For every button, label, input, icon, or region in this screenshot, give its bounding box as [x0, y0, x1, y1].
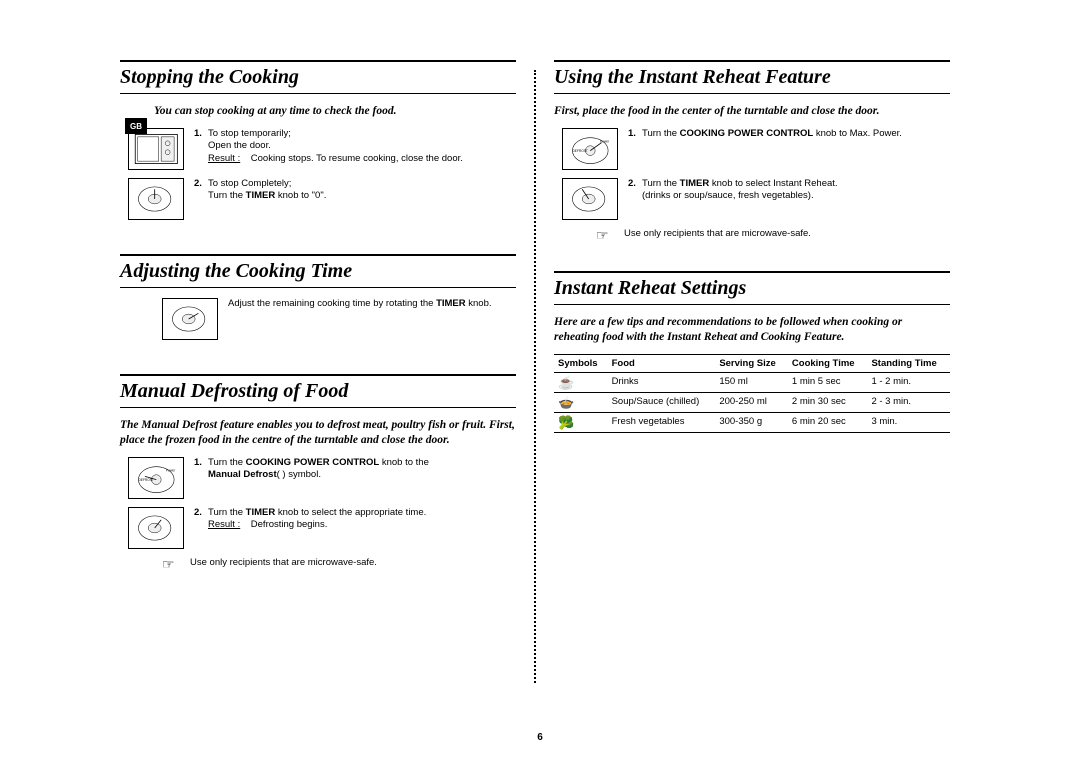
cell-food: Soup/Sauce (chilled): [608, 392, 716, 412]
symbol-icon: ☕: [554, 372, 608, 392]
table-row: 🥦 Fresh vegetables 300-350 g 6 min 20 se…: [554, 412, 950, 432]
pointing-hand-icon: ☞: [596, 228, 614, 245]
section-title-reheat: Using the Instant Reheat Feature: [554, 60, 950, 94]
cell-serving: 200-250 ml: [715, 392, 788, 412]
step-text: 1. Turn the COOKING POWER CONTROL knob t…: [628, 128, 950, 141]
step-row: 2. Turn the TIMER knob to select the app…: [120, 507, 516, 549]
table-row: ☕ Drinks 150 ml 1 min 5 sec 1 - 2 min.: [554, 372, 950, 392]
cell-cooking: 6 min 20 sec: [788, 412, 868, 432]
col-symbols: Symbols: [554, 354, 608, 372]
step-text: 2. Turn the TIMER knob to select Instant…: [628, 178, 950, 204]
step-text-line: To stop Completely;: [208, 178, 291, 189]
table-row: 🍲 Soup/Sauce (chilled) 200-250 ml 2 min …: [554, 392, 950, 412]
note-text: Use only recipients that are microwave-s…: [624, 228, 811, 241]
intro-defrost: The Manual Defrost feature enables you t…: [120, 418, 516, 449]
step-row: DEFROST Power 1. Turn the COOKING POWER C…: [554, 128, 950, 170]
col-food: Food: [608, 354, 716, 372]
left-column: Stopping the Cooking You can stop cookin…: [120, 60, 516, 743]
step-text: 1. To stop temporarily; Open the door. R…: [194, 128, 516, 166]
step-text: 1. Turn the COOKING POWER CONTROL knob t…: [194, 457, 516, 483]
svg-text:Power: Power: [166, 468, 176, 472]
step-number: 2.: [194, 178, 208, 204]
cell-standing: 2 - 3 min.: [867, 392, 950, 412]
intro-stopping: You can stop cooking at any time to chec…: [120, 104, 516, 120]
cell-cooking: 1 min 5 sec: [788, 372, 868, 392]
note-row: ☞ Use only recipients that are microwave…: [554, 228, 950, 245]
step-row: 2. To stop Completely; Turn the TIMER kn…: [120, 178, 516, 220]
svg-text:Power: Power: [600, 139, 610, 143]
result-text: Defrosting begins.: [251, 519, 328, 530]
symbol-icon: 🥦: [554, 412, 608, 432]
right-column: Using the Instant Reheat Feature First, …: [554, 60, 950, 743]
step-text: 2. Turn the TIMER knob to select the app…: [194, 507, 516, 533]
cell-standing: 1 - 2 min.: [867, 372, 950, 392]
reheat-settings-table: Symbols Food Serving Size Cooking Time S…: [554, 354, 950, 433]
timer-dial-illustration: [128, 507, 184, 549]
col-standing: Standing Time: [867, 354, 950, 372]
country-badge: GB: [125, 118, 147, 134]
cell-serving: 150 ml: [715, 372, 788, 392]
step-number: 1.: [628, 128, 642, 141]
step-row: 2. Turn the TIMER knob to select Instant…: [554, 178, 950, 220]
step-row: 1. To stop temporarily; Open the door. R…: [120, 128, 516, 170]
timer-dial-illustration: [128, 178, 184, 220]
svg-text:DEFROST: DEFROST: [572, 149, 587, 153]
section-title-adjusting: Adjusting the Cooking Time: [120, 254, 516, 288]
step-text-line: To stop temporarily;: [208, 128, 291, 139]
section-title-stopping: Stopping the Cooking: [120, 60, 516, 94]
col-serving: Serving Size: [715, 354, 788, 372]
cell-food: Drinks: [608, 372, 716, 392]
pointing-hand-icon: ☞: [162, 557, 180, 574]
section-title-settings: Instant Reheat Settings: [554, 271, 950, 305]
timer-dial-illustration: [162, 298, 218, 340]
power-dial-illustration: DEFROST Power: [562, 128, 618, 170]
note-text: Use only recipients that are microwave-s…: [190, 557, 377, 570]
timer-dial-illustration: [562, 178, 618, 220]
column-divider: [534, 70, 536, 683]
intro-settings: Here are a few tips and recommendations …: [554, 315, 950, 346]
step-number: 2.: [194, 507, 208, 533]
result-text: Cooking stops. To resume cooking, close …: [251, 153, 463, 164]
col-cooking: Cooking Time: [788, 354, 868, 372]
svg-text:DEFROST: DEFROST: [138, 478, 153, 482]
step-number: 1.: [194, 128, 208, 166]
result-label: Result :: [208, 153, 240, 164]
power-dial-illustration: DEFROST Power: [128, 457, 184, 499]
step-row: Adjust the remaining cooking time by rot…: [120, 298, 516, 340]
symbol-icon: 🍲: [554, 392, 608, 412]
result-label: Result :: [208, 519, 240, 530]
step-number: 1.: [194, 457, 208, 483]
step-text: 2. To stop Completely; Turn the TIMER kn…: [194, 178, 516, 204]
step-number: 2.: [628, 178, 642, 204]
cell-serving: 300-350 g: [715, 412, 788, 432]
cell-cooking: 2 min 30 sec: [788, 392, 868, 412]
intro-reheat: First, place the food in the center of t…: [554, 104, 950, 120]
note-row: ☞ Use only recipients that are microwave…: [120, 557, 516, 574]
step-row: DEFROST Power 1. Turn the COOKING POWER C…: [120, 457, 516, 499]
cell-standing: 3 min.: [867, 412, 950, 432]
step-text: Adjust the remaining cooking time by rot…: [228, 298, 516, 311]
page-number: 6: [0, 732, 1080, 743]
manual-page: GB Stopping the Cooking You can stop coo…: [0, 0, 1080, 763]
table-header-row: Symbols Food Serving Size Cooking Time S…: [554, 354, 950, 372]
section-title-defrost: Manual Defrosting of Food: [120, 374, 516, 408]
cell-food: Fresh vegetables: [608, 412, 716, 432]
step-text-line: Open the door.: [208, 140, 271, 151]
